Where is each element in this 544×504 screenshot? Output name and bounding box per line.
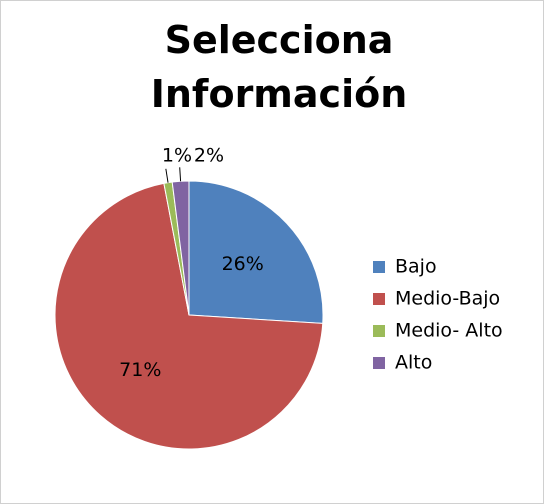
legend-label: Alto bbox=[395, 352, 432, 374]
legend-swatch bbox=[373, 357, 385, 369]
legend-swatch bbox=[373, 325, 385, 337]
legend-swatch bbox=[373, 293, 385, 305]
data-label: 26% bbox=[222, 253, 264, 275]
data-label: 71% bbox=[119, 359, 161, 381]
legend-label: Medio-Bajo bbox=[395, 288, 500, 310]
legend-label: Medio- Alto bbox=[395, 320, 503, 342]
leader-line bbox=[165, 168, 169, 183]
chart-title: Selecciona Información bbox=[150, 18, 408, 116]
data-label: 2% bbox=[194, 145, 224, 167]
leader-line bbox=[179, 167, 182, 182]
legend-swatch bbox=[373, 261, 385, 273]
pie-slice bbox=[188, 180, 324, 324]
data-label: 1% bbox=[162, 145, 192, 167]
pie-slice bbox=[171, 180, 190, 316]
legend-label: Bajo bbox=[395, 256, 437, 278]
pie-slice bbox=[54, 182, 324, 450]
